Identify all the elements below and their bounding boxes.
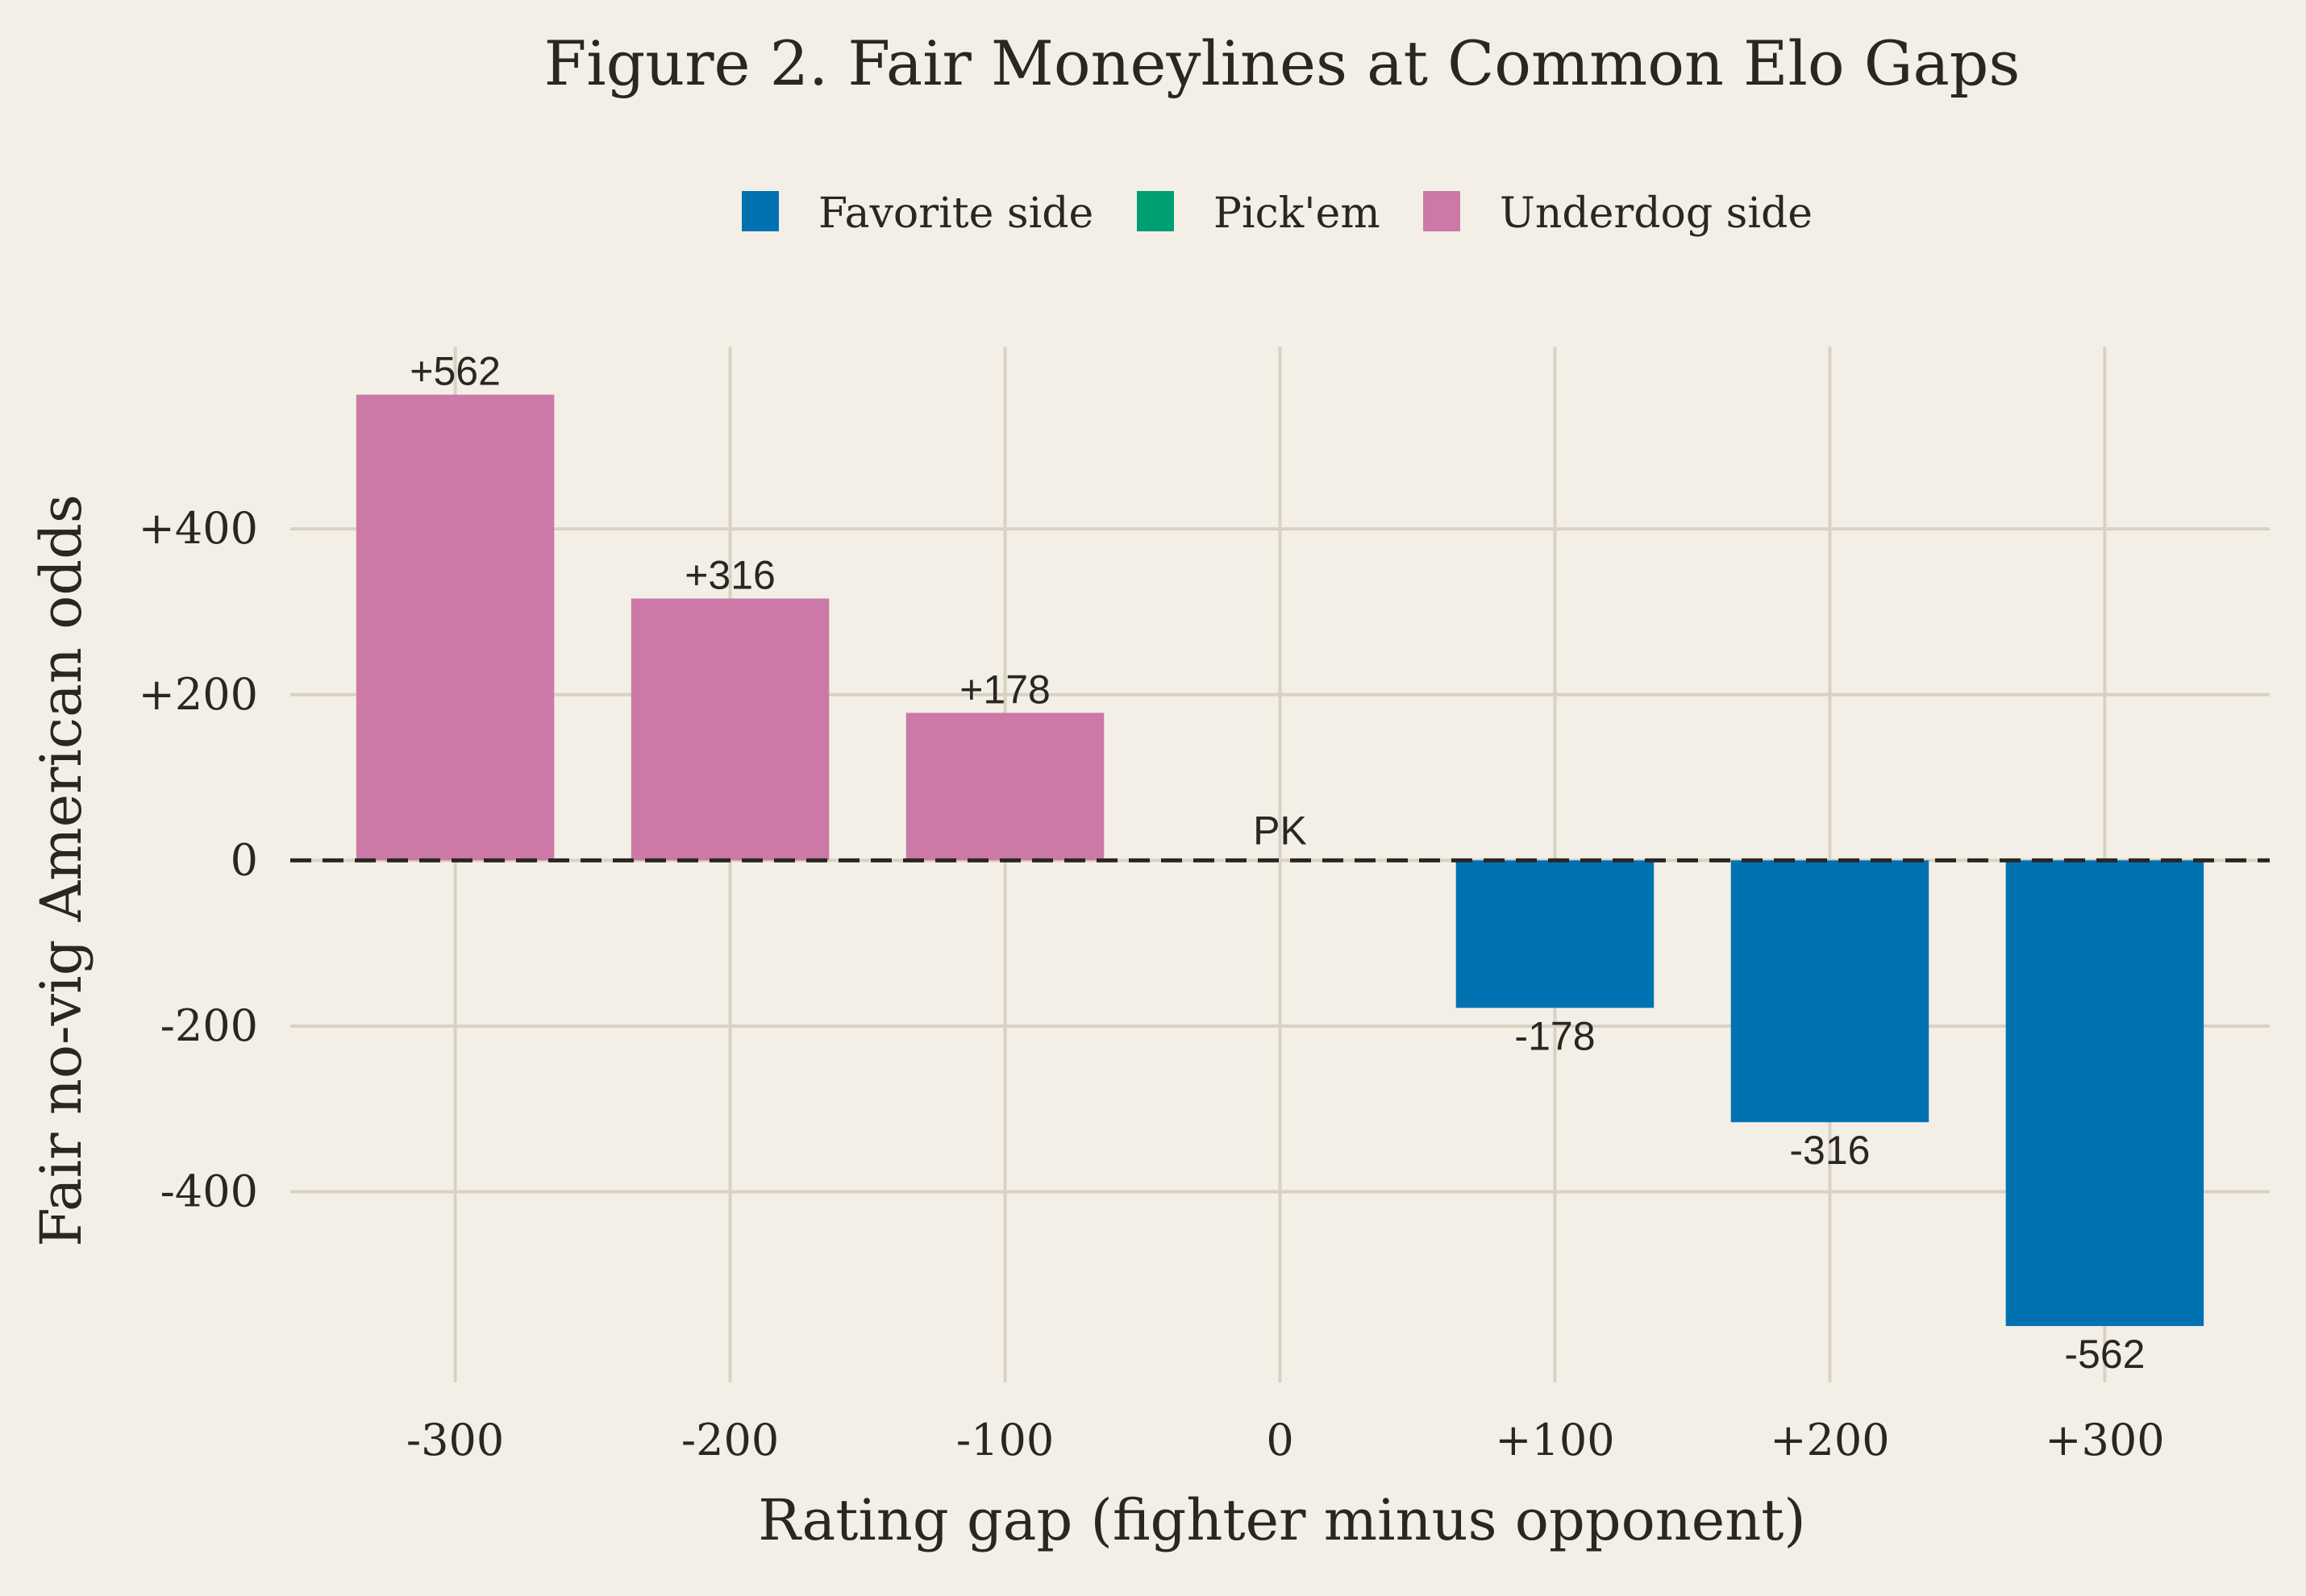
- bar-labels: +562 +316 +178 PK -178 -316 -562: [410, 349, 2145, 1377]
- x-tick-label: +100: [1495, 1415, 1614, 1465]
- bar-+200: [1730, 860, 1929, 1123]
- bar-label--300: +562: [410, 349, 501, 394]
- grid: [290, 347, 2270, 1382]
- x-tick-label: -300: [406, 1415, 504, 1465]
- bar--200: [631, 598, 830, 861]
- bar-label-+300: -562: [2064, 1332, 2145, 1377]
- bar-label-+100: -178: [1514, 1013, 1595, 1058]
- bar-+300: [2005, 860, 2204, 1327]
- bar--300: [356, 394, 555, 861]
- x-tick-label: +200: [1770, 1415, 1889, 1465]
- legend: Favorite side Pick'em Underdog side: [742, 189, 1813, 238]
- legend-swatch-1: [1137, 191, 1174, 231]
- bar--100: [905, 713, 1105, 861]
- y-tick-label: +200: [139, 669, 258, 720]
- bar-label-0: PK: [1253, 808, 1307, 853]
- x-tick-label: -100: [956, 1415, 1054, 1465]
- bar-label--200: +316: [685, 553, 776, 598]
- legend-swatch-0: [742, 191, 779, 231]
- legend-swatch-2: [1423, 191, 1460, 231]
- bar-label--100: +178: [959, 667, 1051, 712]
- x-axis-ticks: -300 -200 -100 0 +100 +200 +300: [406, 1415, 2165, 1465]
- y-tick-label: -400: [160, 1166, 258, 1217]
- bars: [356, 394, 2204, 1327]
- y-tick-label: +400: [139, 503, 258, 554]
- x-tick-label: 0: [1266, 1415, 1293, 1465]
- x-tick-label: -200: [681, 1415, 779, 1465]
- y-axis-ticks: -400 -200 0 +200 +400: [139, 503, 258, 1216]
- bar-+100: [1455, 860, 1655, 1008]
- legend-label-0: Favorite side: [818, 189, 1093, 238]
- y-axis-title: Fair no-vig American odds: [28, 494, 94, 1247]
- legend-label-1: Pick'em: [1213, 189, 1380, 238]
- legend-label-2: Underdog side: [1500, 189, 1813, 238]
- y-tick-label: -200: [160, 1000, 258, 1051]
- x-tick-label: +300: [2045, 1415, 2164, 1465]
- x-axis-title: Rating gap (fighter minus opponent): [758, 1487, 1806, 1553]
- chart-title: Figure 2. Fair Moneylines at Common Elo …: [544, 27, 2021, 99]
- bar-label-+200: -316: [1789, 1128, 1870, 1173]
- y-tick-label: 0: [231, 834, 258, 885]
